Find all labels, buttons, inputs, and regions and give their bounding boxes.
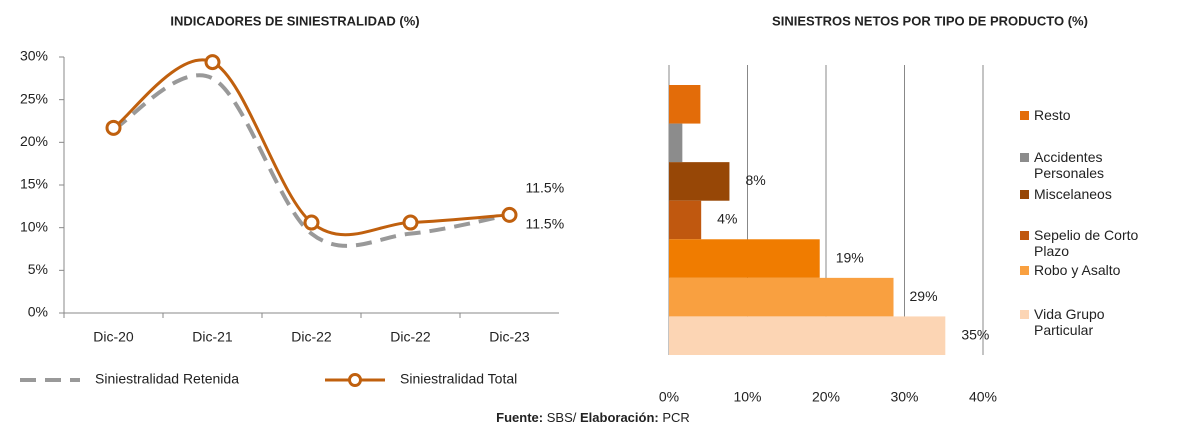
legend-swatch	[1020, 153, 1029, 162]
legend-label: Robo y Asalto	[1034, 262, 1121, 278]
value-label: 35%	[961, 326, 989, 342]
legend-swatch	[1020, 266, 1029, 275]
y-tick-label: 15%	[20, 176, 48, 192]
bar	[669, 162, 730, 201]
legend-label: Accidentes Personales	[1034, 149, 1105, 181]
x-tick-label: 30%	[890, 389, 918, 405]
x-tick-label: Dic-22	[291, 329, 332, 345]
legend-label: Siniestralidad Total	[400, 371, 517, 387]
y-tick-label: 5%	[28, 261, 48, 277]
legend-item: Miscelaneos	[1020, 186, 1170, 202]
x-tick-label: Dic-22	[390, 329, 431, 345]
bar	[669, 123, 683, 163]
x-tick-label: 40%	[969, 389, 997, 405]
marker	[105, 119, 122, 136]
value-label: 29%	[910, 288, 938, 304]
bar	[669, 85, 701, 124]
value-label: 8%	[745, 172, 765, 188]
y-tick-label: 10%	[20, 218, 48, 234]
marker	[402, 214, 419, 231]
legend-swatch	[1020, 310, 1029, 319]
chart-title: SINIESTROS NETOS POR TIPO DE PRODUCTO (%…	[772, 13, 1088, 28]
source: Fuente: SBS/ Elaboración: PCR	[496, 410, 690, 425]
x-tick-label: 20%	[812, 389, 840, 405]
legend-item: Robo y Asalto	[1020, 262, 1170, 278]
legend-item: Vida Grupo Particular	[1020, 306, 1170, 338]
legend-swatch	[1020, 111, 1029, 120]
x-tick-label: Dic-23	[489, 329, 530, 345]
source-text: SBS/	[547, 410, 577, 425]
marker	[501, 206, 518, 223]
legend-swatch	[1020, 190, 1029, 199]
legend-label: Siniestralidad Retenida	[95, 371, 239, 387]
value-label: 11.5%	[526, 180, 565, 196]
legend-label: Sepelio de Corto Plazo	[1034, 227, 1139, 259]
bar	[669, 277, 894, 317]
y-tick-label: 20%	[20, 133, 48, 149]
series-line	[112, 73, 510, 248]
series-line	[112, 58, 510, 237]
legend-label: Miscelaneos	[1034, 186, 1112, 202]
source-text: PCR	[662, 410, 689, 425]
legend-item: Accidentes Personales	[1020, 149, 1170, 181]
marker	[204, 54, 221, 71]
marker	[303, 214, 320, 231]
source-label: Elaboración:	[580, 410, 659, 425]
source-label: Fuente:	[496, 410, 543, 425]
legend-label: Resto	[1034, 107, 1071, 123]
x-tick-label: Dic-21	[192, 329, 233, 345]
x-tick-label: 0%	[659, 389, 679, 405]
x-tick-label: 10%	[733, 389, 761, 405]
x-tick-label: Dic-20	[93, 329, 134, 345]
legend-marker	[348, 373, 362, 387]
value-label: 4%	[717, 211, 737, 227]
y-tick-label: 30%	[20, 48, 48, 64]
y-tick-label: 0%	[28, 304, 48, 320]
value-label: 11.5%	[526, 216, 565, 232]
legend-label: Vida Grupo Particular	[1034, 306, 1105, 338]
bar	[669, 316, 946, 355]
bar	[669, 200, 702, 240]
bar	[669, 239, 820, 278]
chart-title: INDICADORES DE SINIESTRALIDAD (%)	[170, 13, 419, 28]
legend-item: Sepelio de Corto Plazo	[1020, 227, 1170, 259]
legend-swatch	[1020, 231, 1029, 240]
value-label: 19%	[836, 249, 864, 265]
y-tick-label: 25%	[20, 90, 48, 106]
legend-item: Resto	[1020, 107, 1170, 123]
